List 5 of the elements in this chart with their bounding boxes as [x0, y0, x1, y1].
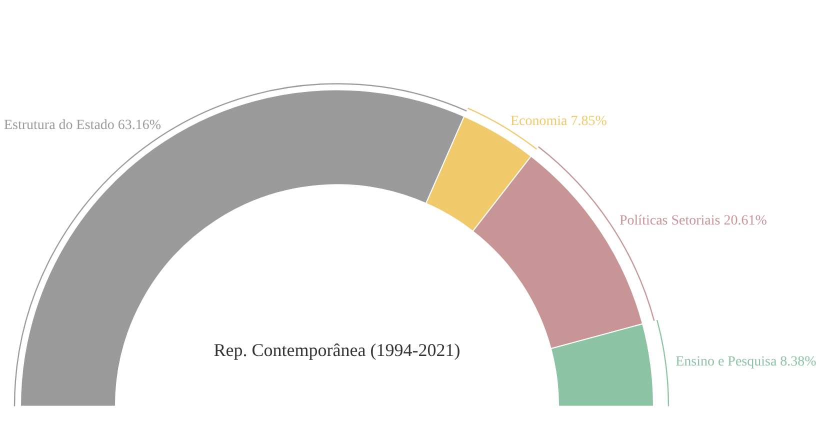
- slice-label: Políticas Setoriais 20.61%: [620, 214, 768, 229]
- slice-label: Ensino e Pesquisa 8.38%: [676, 354, 817, 370]
- slice-label: Estrutura do Estado 63.16%: [4, 118, 162, 133]
- text: Rep. Contemporânea (1994-2021): [214, 340, 460, 360]
- slice-label: Economia 7.85%: [510, 114, 608, 130]
